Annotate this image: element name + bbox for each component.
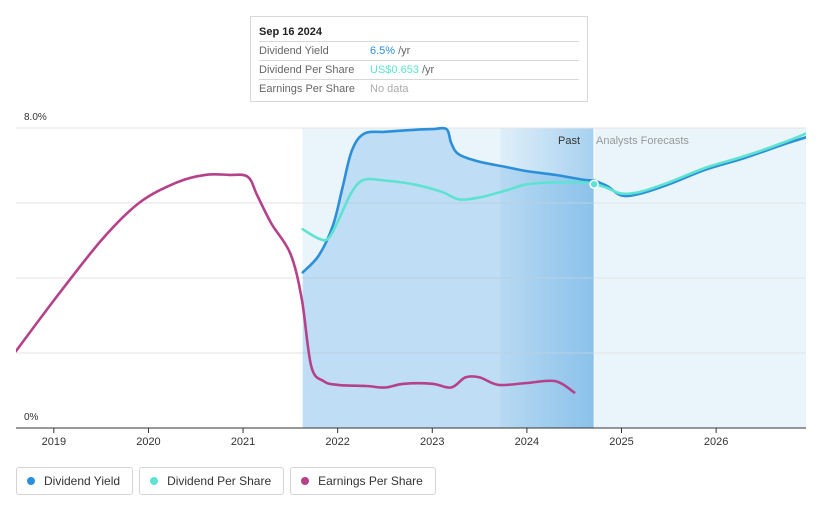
tooltip-value: No data [370,83,409,95]
legend-dot-icon [150,477,159,485]
legend-item-earnings-per-share[interactable]: Earnings Per Share [290,467,436,495]
x-tick-label: 2019 [42,436,66,448]
tooltip-value: 6.5% [370,45,396,57]
tooltip-row-dividend-yield: Dividend Yield 6.5% /yr [259,41,579,60]
highlight-point [589,179,599,189]
forecast-label: Analysts Forecasts [596,135,689,147]
tooltip: Sep 16 2024 Dividend Yield 6.5% /yr Divi… [250,16,588,102]
dividend-per-share-line [301,177,596,242]
x-tick-label: 2026 [704,436,728,448]
legend-dot-icon [27,477,35,485]
earnings-per-share-line [16,172,576,394]
legend-dot-icon [301,477,310,485]
dividend-yield-area [302,128,595,429]
x-tick-label: 2025 [609,436,633,448]
tooltip-label: Earnings Per Share [259,83,355,95]
tooltip-date: Sep 16 2024 [259,26,322,38]
legend-label: Earnings Per Share [318,474,423,488]
tooltip-row-earnings-per-share: Earnings Per Share No data [259,79,579,98]
y-tick-label-top: 8.0% [24,112,47,123]
dividend-yield-line [301,126,596,274]
past-label: Past [558,135,580,147]
dividend-per-share-forecast-line [592,132,806,196]
legend-label: Dividend Per Share [167,474,272,488]
tooltip-label: Dividend Yield [259,45,329,57]
tooltip-label: Dividend Per Share [259,64,355,76]
x-tick-label: 2023 [420,436,444,448]
y-tick-label-bottom: 0% [24,412,39,423]
x-tick-label: 2020 [136,436,160,448]
tooltip-unit: /yr [421,64,435,76]
x-tick-label: 2022 [325,436,349,448]
legend-label: Dividend Yield [44,474,121,488]
x-tick-label: 2021 [231,436,255,448]
legend-item-dividend-per-share[interactable]: Dividend Per Share [139,467,285,495]
x-tick-label: 2024 [515,436,539,448]
tooltip-value: US$0.653 [370,64,419,76]
legend-item-dividend-yield[interactable]: Dividend Yield [16,467,134,495]
legend: Dividend Yield Dividend Per Share Earnin… [16,467,436,495]
tooltip-unit: /yr [398,45,411,57]
chart-canvas: 8.0% 0% Past Analysts Forecasts 2019 2020… [16,112,806,448]
tooltip-row-dividend-per-share: Dividend Per Share US$0.653 /yr [259,60,579,79]
